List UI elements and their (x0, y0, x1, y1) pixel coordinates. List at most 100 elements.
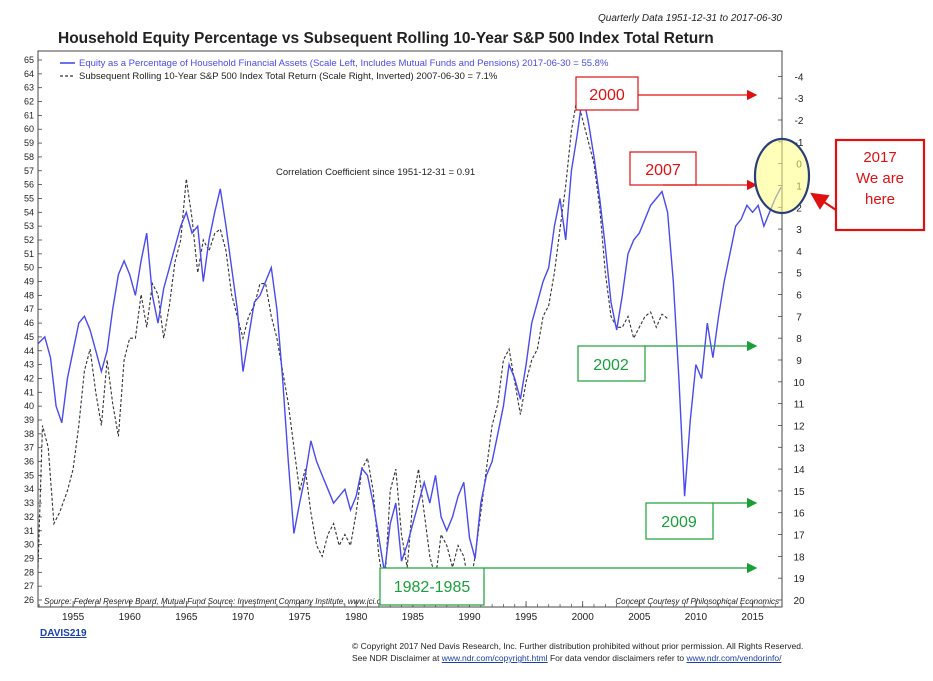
callout-2000-box (575, 76, 639, 111)
callout-2017-line: 2017 (863, 149, 896, 166)
x-tick-label: 2005 (628, 612, 651, 623)
callout-2017-arrow (810, 192, 837, 211)
here-highlight (753, 137, 811, 215)
x-tick-label: 2000 (572, 612, 595, 623)
correlation-annotation: Correlation Coefficient since 1951-12-31… (276, 167, 475, 178)
footer-copyright: © Copyright 2017 Ned Davis Research, Inc… (352, 641, 804, 651)
right-tick-label: -3 (795, 94, 804, 105)
left-tick-label: 53 (24, 221, 34, 231)
right-tick-label: 2 (796, 203, 802, 214)
callout-2007-box (629, 151, 697, 186)
legend-return: Subsequent Rolling 10-Year S&P 500 Index… (79, 71, 498, 82)
x-tick-label: 1965 (175, 612, 198, 623)
right-tick-label: 6 (796, 291, 802, 302)
left-tick-label: 55 (24, 193, 34, 203)
right-tick-label: 18 (793, 552, 805, 563)
right-tick-label: 14 (793, 465, 805, 476)
callout-2002-label: 2002 (593, 357, 629, 374)
left-tick-label: 38 (24, 429, 34, 439)
series-lines (37, 94, 782, 590)
x-tick-label: 2015 (741, 612, 764, 623)
left-tick-label: 39 (24, 415, 34, 425)
footer-disclaimer-pre: See NDR Disclaimer at (352, 653, 442, 663)
callout-1982-label: 1982-1985 (394, 579, 471, 596)
x-tick-label: 1985 (402, 612, 425, 623)
left-tick-label: 56 (24, 180, 34, 190)
callout-2009-label: 2009 (661, 514, 697, 531)
right-tick-label: 3 (796, 225, 802, 236)
plot-frame (37, 50, 783, 608)
footer-disclaimer: See NDR Disclaimer at www.ndr.com/copyri… (352, 652, 803, 664)
right-tick-label: 7 (796, 312, 802, 323)
series-equity-line (37, 94, 782, 573)
x-tick-label: 1995 (515, 612, 538, 623)
right-tick-label: 4 (796, 247, 802, 258)
right-tick-label: 13 (793, 443, 805, 454)
right-tick-label: 16 (793, 509, 805, 520)
left-tick-label: 52 (24, 235, 34, 245)
left-tick-label: 44 (24, 346, 34, 356)
left-tick-label: 46 (24, 318, 34, 328)
left-tick-label: 63 (24, 83, 34, 93)
footer-disclaimer-link[interactable]: www.ndr.com/copyright.html (441, 653, 548, 663)
left-tick-label: 31 (24, 526, 34, 536)
right-tick-label: 19 (793, 574, 805, 585)
left-tick-label: 32 (24, 512, 34, 522)
callout-2009-box (645, 502, 714, 540)
right-tick-label: 15 (793, 487, 805, 498)
left-tick-label: 41 (24, 387, 34, 397)
left-tick-label: 28 (24, 567, 34, 577)
left-tick-label: 43 (24, 360, 34, 370)
legend: Equity as a Percentage of Household Fina… (60, 58, 609, 82)
left-tick-label: 60 (24, 124, 34, 134)
right-tick-label: 8 (796, 334, 802, 345)
callout-2009: 2009 (645, 497, 758, 540)
right-tick-label: 20 (793, 596, 805, 607)
left-tick-label: 30 (24, 540, 34, 550)
credit-note: Concept Courtesy of Philosophical Econom… (615, 597, 779, 606)
x-axis: 1955 1960 1965 1970 1975 1980 1985 1990 1995 2000… (38, 601, 776, 623)
left-tick-label: 58 (24, 152, 34, 162)
right-axis: -4-3-2-101234567891011121314151617181920 (778, 72, 805, 607)
left-tick-label: 34 (24, 484, 34, 494)
x-tick-label: 1975 (288, 612, 311, 623)
footer-copyright-block: © Copyright 2017 Ned Davis Research, Inc… (352, 640, 803, 664)
right-tick-label: 17 (793, 531, 805, 542)
footer-disclaimer-mid: For data vendor disclaimers refer to (547, 653, 687, 663)
chart-subtitle: Quarterly Data 1951-12-31 to 2017-06-30 (598, 13, 782, 24)
left-tick-label: 35 (24, 470, 34, 480)
legend-equity: Equity as a Percentage of Household Fina… (79, 58, 609, 69)
left-tick-label: 42 (24, 373, 34, 383)
footer-vendor-link[interactable]: www.ndr.com/vendorinfo/ (686, 653, 782, 663)
left-tick-label: 40 (24, 401, 34, 411)
left-tick-label: 65 (24, 55, 34, 65)
left-tick-label: 45 (24, 332, 34, 342)
left-tick-label: 59 (24, 138, 34, 148)
x-tick-label: 2010 (685, 612, 708, 623)
callout-2000: 2000 (575, 76, 758, 111)
left-tick-label: 37 (24, 443, 34, 453)
right-tick-label: 11 (794, 400, 805, 411)
left-tick-label: 61 (24, 110, 34, 120)
right-tick-label: 9 (796, 356, 802, 367)
left-tick-label: 26 (24, 595, 34, 605)
callout-2017-line: here (865, 191, 895, 208)
source-note: Source: Federal Reserve Board, Mutual Fu… (44, 597, 478, 606)
left-tick-label: 50 (24, 263, 34, 273)
callout-1982-box (379, 567, 485, 606)
chart-title: Household Equity Percentage vs Subsequen… (58, 30, 714, 47)
left-tick-label: 64 (24, 69, 34, 79)
left-tick-label: 33 (24, 498, 34, 508)
left-tick-label: 62 (24, 97, 34, 107)
left-tick-label: 49 (24, 277, 34, 287)
left-tick-label: 51 (24, 249, 34, 259)
left-tick-label: 47 (24, 304, 34, 314)
left-axis: 26 27 28 29 30 31 32 33 34 35 36 37 38 39 40 41 42 43 44 45… (24, 55, 42, 605)
callout-2002-box (577, 345, 646, 382)
callout-2017-label: 2017 We are here (856, 149, 904, 208)
right-tick-label: -1 (795, 138, 804, 149)
footer-code[interactable]: DAVIS219 (40, 628, 87, 639)
left-tick-label: 29 (24, 553, 34, 563)
